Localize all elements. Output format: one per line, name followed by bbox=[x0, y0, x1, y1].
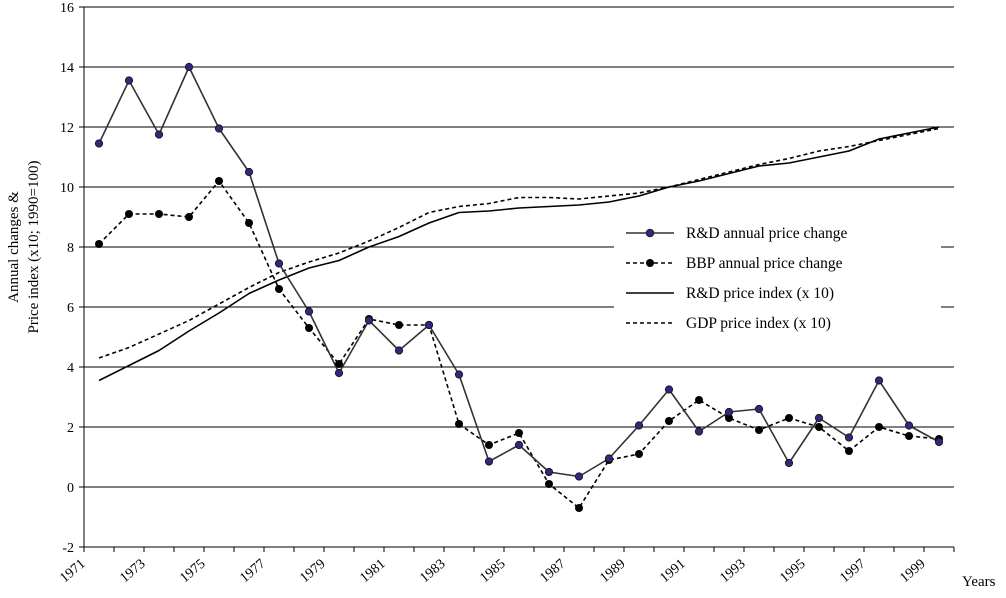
rd-annual-point bbox=[874, 376, 884, 385]
rd-annual-point bbox=[724, 407, 734, 417]
y-tick-label: -2 bbox=[62, 541, 74, 556]
bbp-annual-point bbox=[335, 360, 343, 368]
bbp-annual-point bbox=[455, 420, 463, 428]
bbp-annual-point bbox=[575, 504, 583, 512]
bbp-annual-point bbox=[305, 324, 313, 332]
rd-annual-point bbox=[214, 124, 224, 133]
axes bbox=[79, 6, 955, 552]
bbp-annual-point bbox=[785, 414, 793, 422]
bbp-annual-point bbox=[275, 285, 283, 293]
y-tick-label: 2 bbox=[67, 421, 74, 436]
y-tick-label: 12 bbox=[60, 121, 74, 136]
series-line-1 bbox=[98, 180, 940, 509]
rd-annual-point bbox=[784, 458, 794, 468]
legend-entry-rd-annual: R&D annual price change bbox=[626, 225, 848, 242]
legend: R&D annual price change BBP annual price… bbox=[614, 216, 941, 340]
bbp-annual-point bbox=[185, 213, 193, 221]
bbp-annual-point bbox=[155, 210, 163, 218]
x-axis-title: Years bbox=[962, 574, 996, 590]
y-tick-label: 6 bbox=[67, 301, 74, 316]
bbp-annual-point bbox=[695, 396, 703, 404]
y-tick-label: 0 bbox=[67, 481, 74, 496]
bbp-annual-point bbox=[395, 321, 403, 329]
rd-annual-point bbox=[334, 368, 344, 378]
bbp-annual-point bbox=[515, 429, 523, 437]
legend-label: R&D annual price change bbox=[686, 225, 848, 242]
legend-label: BBP annual price change bbox=[686, 255, 843, 272]
rd-annual-point bbox=[574, 472, 584, 481]
rd-annual-point bbox=[904, 421, 914, 430]
y-tick-label: 14 bbox=[60, 61, 74, 76]
rd-annual-point bbox=[244, 167, 254, 177]
bbp-annual-point bbox=[755, 426, 763, 434]
rd-annual-point bbox=[424, 320, 434, 330]
legend-entry-gdp-index: GDP price index (x 10) bbox=[626, 315, 831, 332]
rd-annual-point bbox=[94, 139, 104, 148]
bbp-annual-point bbox=[875, 423, 883, 431]
series-line-2 bbox=[98, 126, 940, 382]
y-tick-label: 8 bbox=[67, 241, 74, 256]
rd-annual-point bbox=[814, 413, 824, 423]
rd-annual-point bbox=[694, 427, 704, 436]
bbp-annual-point bbox=[815, 423, 823, 431]
rd-annual-point bbox=[364, 316, 374, 325]
legend-swatch-marker bbox=[645, 228, 655, 238]
bbp-annual-point bbox=[635, 450, 643, 458]
rd-annual-point bbox=[184, 62, 194, 72]
y-axis-title-line-1: Annual changes & bbox=[6, 191, 22, 303]
series-line-3 bbox=[98, 127, 940, 359]
bbp-annual-point bbox=[905, 432, 913, 440]
legend-entry-rd-index: R&D price index (x 10) bbox=[626, 285, 834, 302]
y-tick-label: 10 bbox=[60, 181, 74, 196]
rd-annual-point bbox=[754, 404, 764, 414]
bbp-annual-point bbox=[545, 480, 553, 488]
rd-annual-point bbox=[274, 259, 284, 268]
gridlines bbox=[84, 6, 954, 548]
legend-label: GDP price index (x 10) bbox=[686, 315, 831, 332]
y-axis-title-line-2: Price index (x10; 1990=100) bbox=[26, 160, 42, 333]
bbp-annual-point bbox=[245, 219, 253, 227]
rd-annual-point bbox=[934, 437, 944, 447]
bbp-annual-point bbox=[845, 447, 853, 455]
bbp-annual-point bbox=[485, 441, 493, 449]
rd-annual-point bbox=[844, 433, 854, 442]
y-tick-label: 4 bbox=[67, 361, 74, 376]
rd-annual-point bbox=[664, 385, 674, 394]
rd-annual-point bbox=[454, 370, 464, 379]
legend-swatch-marker bbox=[646, 259, 654, 267]
y-tick-label: 16 bbox=[60, 1, 74, 16]
rd-annual-point bbox=[544, 467, 554, 477]
rd-annual-point bbox=[484, 457, 494, 466]
bbp-annual-point bbox=[725, 414, 733, 422]
legend-entry-bbp-annual: BBP annual price change bbox=[626, 255, 843, 272]
legend-label: R&D price index (x 10) bbox=[686, 285, 834, 302]
bbp-annual-point bbox=[215, 177, 223, 185]
rd-annual-point bbox=[514, 440, 524, 450]
rd-annual-point bbox=[154, 130, 164, 139]
series-group bbox=[94, 62, 944, 512]
legend-background bbox=[614, 216, 941, 340]
rd-annual-point bbox=[604, 454, 614, 463]
bbp-annual-point bbox=[665, 417, 673, 425]
rd-annual-point bbox=[304, 307, 314, 316]
rd-annual-point bbox=[124, 76, 134, 85]
rd-annual-point bbox=[634, 421, 644, 430]
bbp-annual-point bbox=[125, 210, 133, 218]
bbp-annual-point bbox=[95, 240, 103, 248]
rd-annual-point bbox=[394, 346, 404, 355]
